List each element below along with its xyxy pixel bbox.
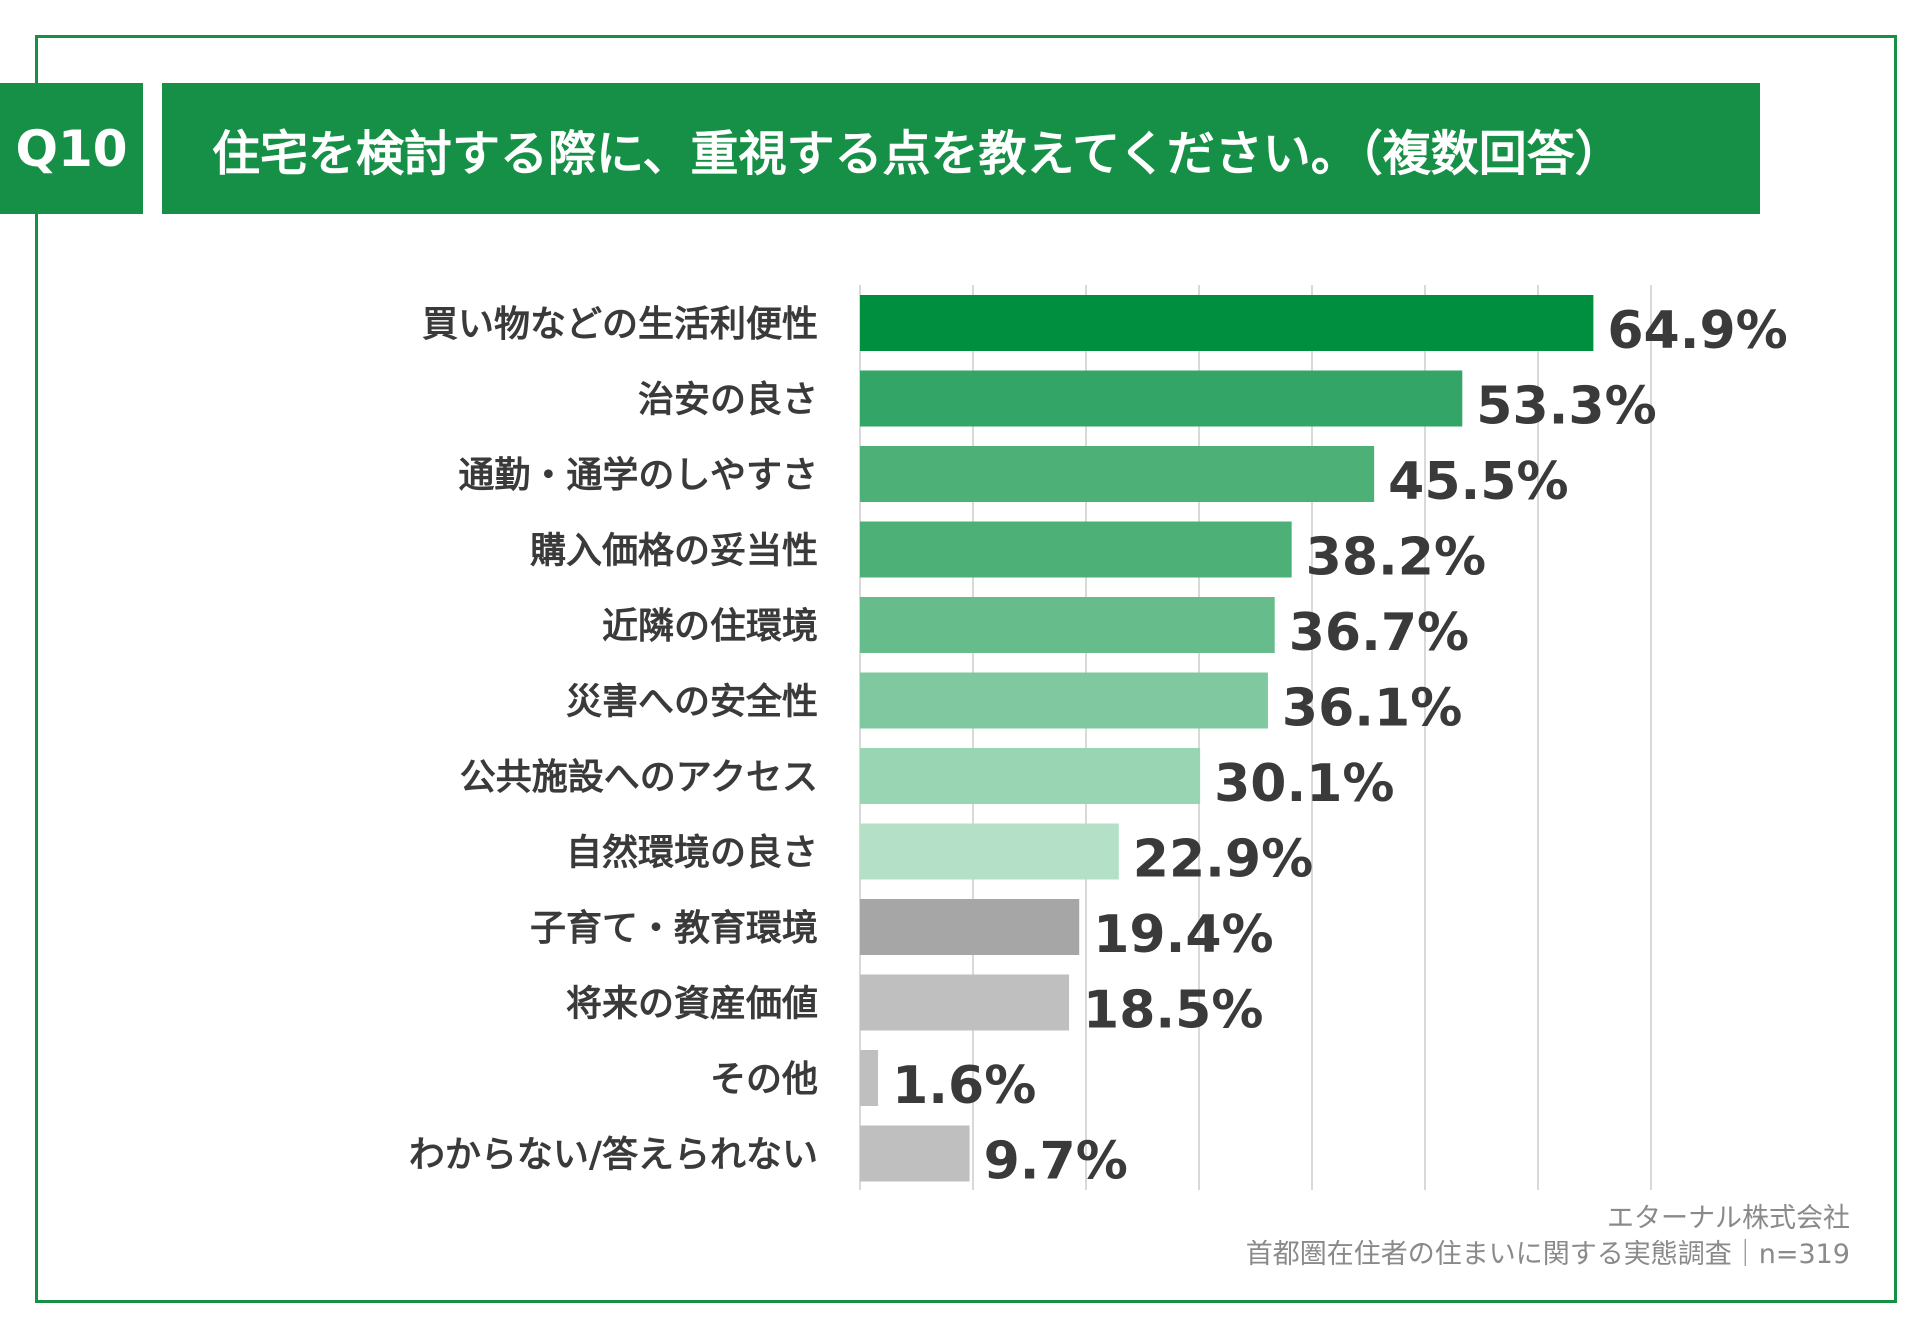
category-label: 治安の良さ [638,380,818,421]
bar [860,748,1201,804]
category-label: 通勤・通学のしやすさ [458,454,818,496]
bar [860,1125,970,1182]
bar [860,521,1292,578]
category-label: 購入価格の妥当性 [530,531,818,572]
value-label: 64.9% [1607,301,1787,361]
bar [860,446,1375,502]
value-label: 38.2% [1306,528,1486,588]
bar [860,597,1275,653]
bar [860,370,1463,427]
chart-frame [35,35,1897,1303]
bar [860,974,1070,1031]
value-label: 36.1% [1282,679,1462,739]
bar [860,672,1268,729]
value-label: 36.7% [1289,603,1469,663]
category-label: 自然環境の良さ [566,832,818,874]
category-label: その他 [710,1059,818,1100]
value-label: 9.7% [984,1132,1128,1192]
bar [860,899,1080,955]
value-label: 30.1% [1214,754,1394,814]
category-label: 子育て・教育環境 [530,908,818,949]
question-number: Q10 [0,83,143,214]
question-title: 住宅を検討する際に、重視する点を教えてください。（複数回答） [162,83,1760,214]
bar [860,823,1119,880]
category-label: 将来の資産価値 [566,984,818,1025]
value-label: 22.9% [1133,830,1313,890]
source-survey: 首都圏在住者の住まいに関する実態調査｜n=319 [1245,1239,1850,1270]
value-label: 19.4% [1093,905,1273,965]
source-company: エターナル株式会社 [1607,1203,1850,1234]
bar [860,1050,879,1106]
category-label: 買い物などの生活利便性 [422,304,818,345]
value-label: 45.5% [1388,452,1568,512]
category-label: 公共施設へのアクセス [460,757,818,798]
category-label: わからない/答えられない [409,1135,818,1176]
value-label: 1.6% [892,1056,1036,1116]
category-label: 災害への安全性 [566,681,818,723]
category-label: 近隣の住環境 [602,606,818,647]
bar [860,295,1594,351]
value-label: 18.5% [1083,981,1263,1041]
value-label: 53.3% [1476,377,1656,437]
